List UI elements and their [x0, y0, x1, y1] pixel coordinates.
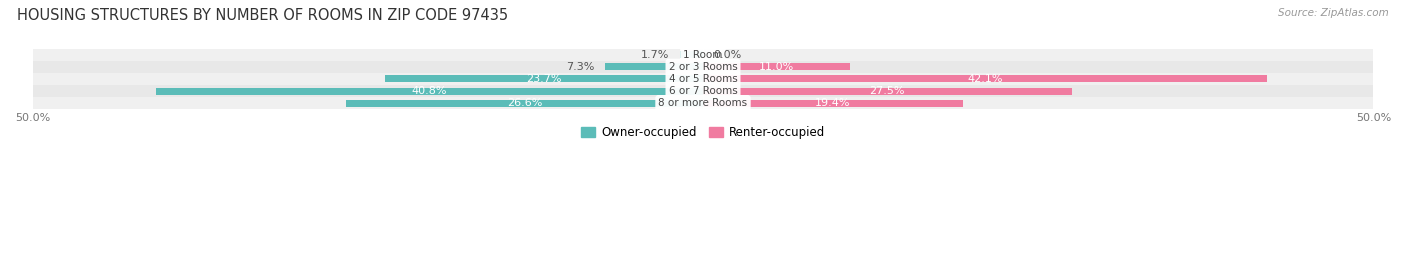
Text: HOUSING STRUCTURES BY NUMBER OF ROOMS IN ZIP CODE 97435: HOUSING STRUCTURES BY NUMBER OF ROOMS IN…	[17, 8, 508, 23]
Bar	[385, 75, 703, 82]
Text: 6 or 7 Rooms: 6 or 7 Rooms	[669, 86, 737, 96]
Text: 1.7%: 1.7%	[641, 50, 669, 60]
Text: 11.0%: 11.0%	[759, 62, 794, 72]
Text: 19.4%: 19.4%	[815, 98, 851, 108]
Bar	[32, 85, 1374, 97]
Text: 4 or 5 Rooms: 4 or 5 Rooms	[669, 74, 737, 84]
Bar	[32, 49, 1374, 61]
Text: 2 or 3 Rooms: 2 or 3 Rooms	[669, 62, 737, 72]
Text: 23.7%: 23.7%	[526, 74, 562, 84]
Text: 8 or more Rooms: 8 or more Rooms	[658, 98, 748, 108]
Text: 40.8%: 40.8%	[412, 86, 447, 96]
Bar	[703, 100, 963, 107]
Text: 27.5%: 27.5%	[869, 86, 905, 96]
Bar	[681, 51, 703, 58]
Bar	[703, 87, 1071, 94]
Bar	[32, 97, 1374, 109]
Text: 1 Room: 1 Room	[683, 50, 723, 60]
Text: 42.1%: 42.1%	[967, 74, 1002, 84]
Text: Source: ZipAtlas.com: Source: ZipAtlas.com	[1278, 8, 1389, 18]
Bar	[32, 61, 1374, 73]
Bar	[703, 63, 851, 70]
Bar	[346, 100, 703, 107]
Bar	[703, 75, 1267, 82]
Legend: Owner-occupied, Renter-occupied: Owner-occupied, Renter-occupied	[576, 121, 830, 144]
Bar	[605, 63, 703, 70]
Text: 26.6%: 26.6%	[508, 98, 543, 108]
Bar	[156, 87, 703, 94]
Text: 7.3%: 7.3%	[567, 62, 595, 72]
Bar	[32, 73, 1374, 85]
Text: 0.0%: 0.0%	[714, 50, 742, 60]
